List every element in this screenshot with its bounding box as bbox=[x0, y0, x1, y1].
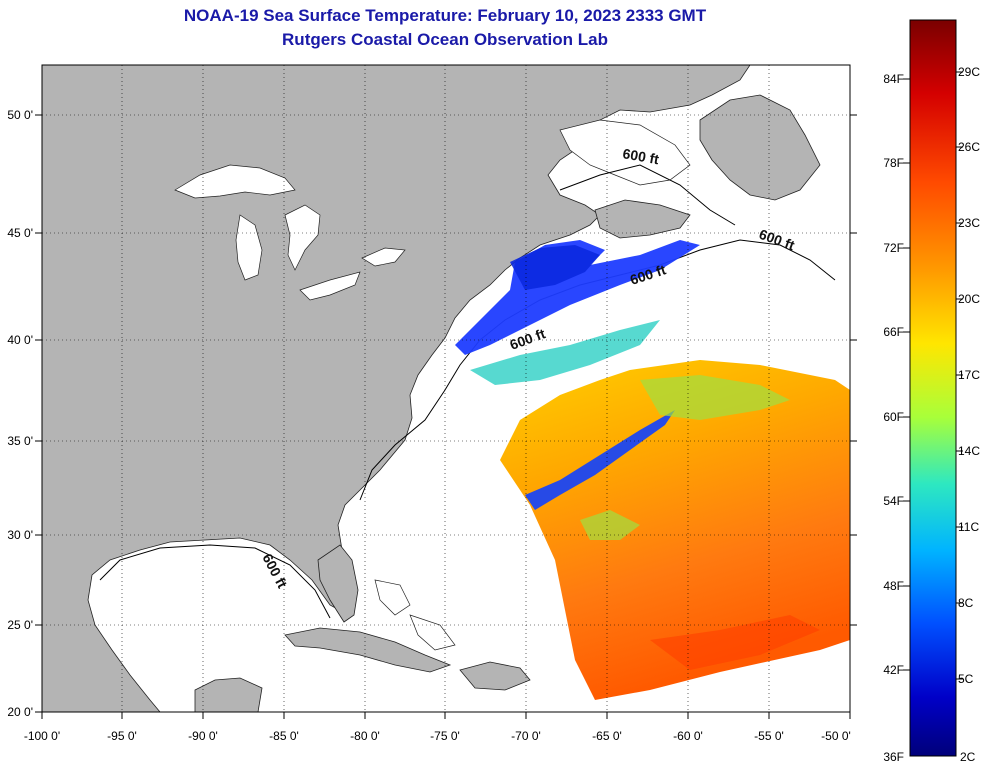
y-tick-label: 30 0' bbox=[7, 528, 33, 542]
x-tick-label: -65 0' bbox=[592, 729, 622, 743]
land-newfoundland bbox=[699, 94, 821, 201]
sst-cool-patches bbox=[470, 320, 660, 385]
colorbar-c-label: 5C bbox=[958, 672, 974, 686]
land-hispaniola bbox=[459, 661, 531, 691]
colorbar-f-label: 54F bbox=[883, 494, 904, 508]
colorbar-c-label: 14C bbox=[958, 444, 980, 458]
land-nova-scotia bbox=[594, 199, 691, 239]
colorbar-c-label: 20C bbox=[958, 292, 980, 306]
x-tick-label: -50 0' bbox=[821, 729, 851, 743]
x-tick-label: -80 0' bbox=[350, 729, 380, 743]
great-lakes bbox=[174, 164, 406, 301]
bahamas-banks bbox=[374, 579, 456, 651]
land-yucatan bbox=[194, 677, 263, 712]
sst-warm-swath bbox=[500, 360, 850, 700]
colorbar-c-label: 8C bbox=[958, 596, 974, 610]
colorbar-f-label: 42F bbox=[883, 663, 904, 677]
colorbar-f-label: 84F bbox=[883, 72, 904, 86]
colorbar-f-label: 72F bbox=[883, 241, 904, 255]
x-tick-label: -90 0' bbox=[188, 729, 218, 743]
y-tick-label: 50 0' bbox=[7, 108, 33, 122]
y-tick-label: 25 0' bbox=[7, 618, 33, 632]
x-tick-label: -85 0' bbox=[269, 729, 299, 743]
colorbar bbox=[909, 19, 957, 757]
colorbar-c-label: 17C bbox=[958, 368, 980, 382]
x-tick-label: -95 0' bbox=[107, 729, 137, 743]
y-tick-label: 20 0' bbox=[7, 705, 33, 719]
x-tick-label: -75 0' bbox=[430, 729, 460, 743]
y-tick-label: 35 0' bbox=[7, 434, 33, 448]
x-tick-label: -70 0' bbox=[511, 729, 541, 743]
x-tick-label: -55 0' bbox=[754, 729, 784, 743]
colorbar-ticks bbox=[903, 71, 963, 680]
colorbar-c-label: 23C bbox=[958, 216, 980, 230]
colorbar-c-label: 26C bbox=[958, 140, 980, 154]
sst-cold-band-2 bbox=[510, 245, 600, 290]
map-grid bbox=[42, 65, 850, 712]
colorbar-f-label: 66F bbox=[883, 325, 904, 339]
colorbar-c-label: 2C bbox=[960, 750, 976, 764]
colorbar-c-label: 11C bbox=[958, 520, 979, 534]
colorbar-f-label: 48F bbox=[883, 579, 904, 593]
land-cuba bbox=[284, 627, 452, 673]
colorbar-f-label: 36F bbox=[883, 750, 904, 764]
y-tick-label: 40 0' bbox=[7, 333, 33, 347]
colorbar-f-label: 78F bbox=[883, 156, 904, 170]
axis-ticks bbox=[35, 114, 857, 719]
contour-label: 600 ft bbox=[621, 145, 660, 167]
land-florida bbox=[317, 544, 359, 623]
sst-cold-streak bbox=[525, 410, 675, 510]
x-tick-label: -100 0' bbox=[24, 729, 60, 743]
y-tick-label: 45 0' bbox=[7, 226, 33, 240]
colorbar-c-label: 29C bbox=[958, 65, 980, 79]
colorbar-f-label: 60F bbox=[883, 410, 904, 424]
map-subtitle: Rutgers Coastal Ocean Observation Lab bbox=[282, 30, 608, 49]
map-title: NOAA-19 Sea Surface Temperature: Februar… bbox=[183, 6, 707, 25]
sst-red-areas bbox=[650, 615, 820, 670]
x-tick-label: -60 0' bbox=[673, 729, 703, 743]
sst-green-areas bbox=[580, 375, 790, 540]
